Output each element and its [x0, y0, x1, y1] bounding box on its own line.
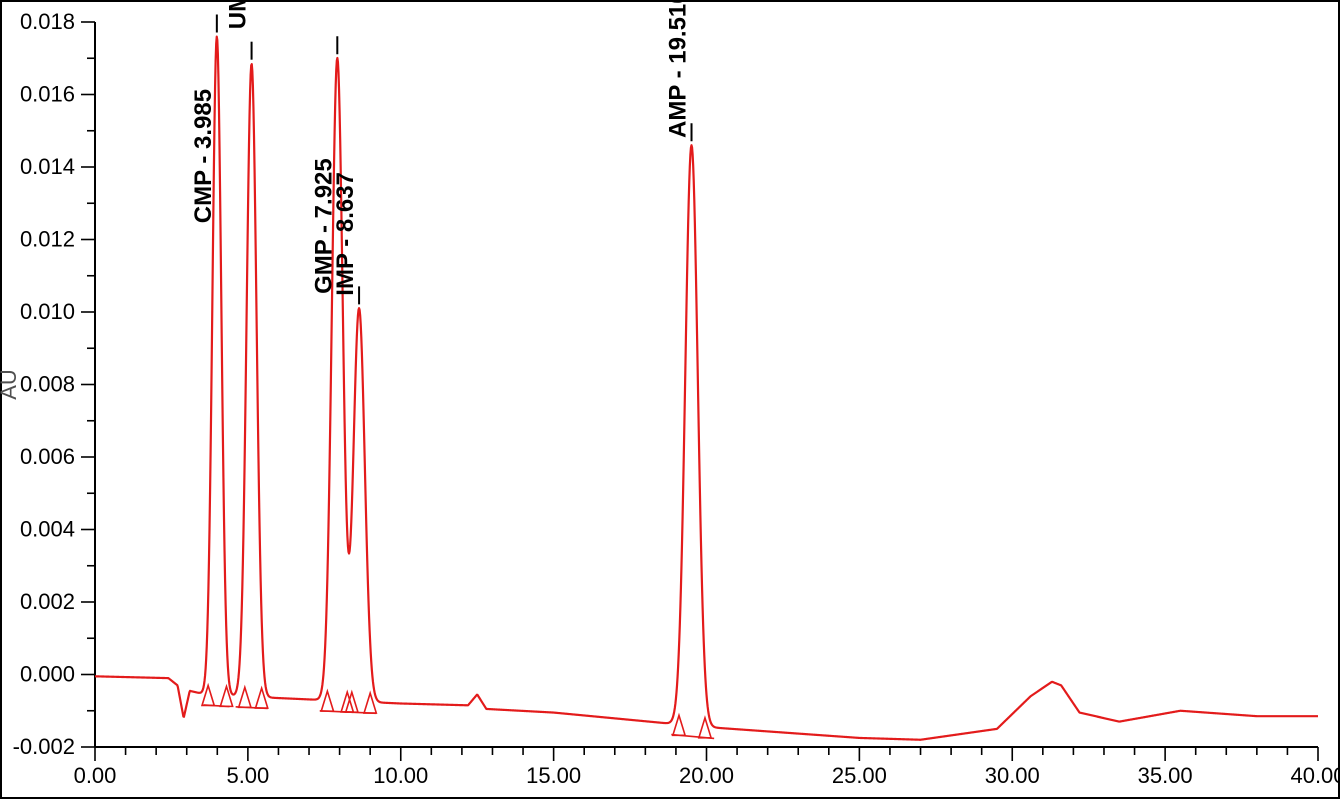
x-tick-label: 40.00: [1290, 763, 1340, 788]
x-tick-label: 35.00: [1138, 763, 1193, 788]
x-tick-label: 15.00: [526, 763, 581, 788]
y-tick-label: 0.012: [20, 227, 75, 252]
y-tick-label: 0.016: [20, 82, 75, 107]
y-axis-label: AU: [0, 369, 21, 400]
peak-label: IMP - 8.637: [332, 172, 359, 296]
y-tick-label: 0.002: [20, 589, 75, 614]
x-tick-label: 30.00: [985, 763, 1040, 788]
y-tick-label: 0.004: [20, 517, 75, 542]
y-tick-label: 0.018: [20, 9, 75, 34]
peak-label: UMP - 5.121: [225, 0, 252, 29]
x-tick-label: 20.00: [679, 763, 734, 788]
x-tick-label: 25.00: [832, 763, 887, 788]
chromatogram-chart: 0.00 5.00 10.00 15.00 20.00 25.00 30.00 35.00 40…: [0, 0, 1340, 799]
x-tick-label: 0.00: [74, 763, 117, 788]
peak-label: AMP - 19.510: [665, 0, 692, 138]
y-tick-label: -0.002: [13, 734, 75, 759]
y-tick-label: 0.014: [20, 154, 75, 179]
x-tick-label: 5.00: [226, 763, 269, 788]
y-tick-label: 0.006: [20, 444, 75, 469]
y-tick-label: 0.010: [20, 299, 75, 324]
x-tick-label: 10.00: [373, 763, 428, 788]
y-tick-label: 0.008: [20, 372, 75, 397]
y-tick-label: 0.000: [20, 662, 75, 687]
peak-label: CMP - 3.985: [190, 89, 217, 223]
